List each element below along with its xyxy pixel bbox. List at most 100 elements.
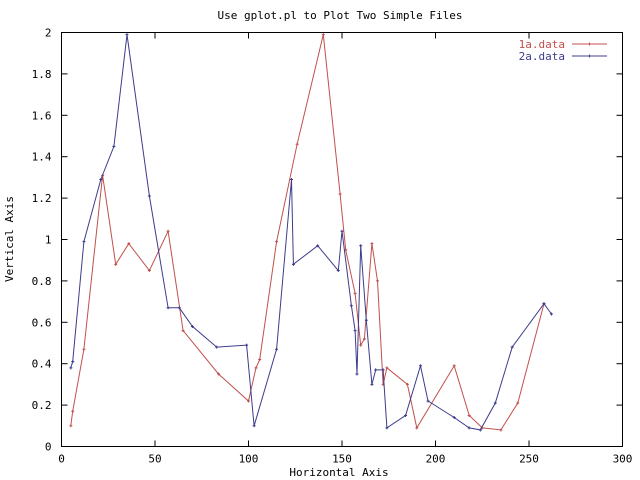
series-1 [69, 33, 546, 432]
data-point [166, 229, 170, 233]
y-tick-label: 0.4 [32, 358, 52, 371]
data-point [71, 360, 75, 364]
data-point [426, 399, 430, 403]
data-point [349, 304, 353, 308]
data-point [215, 345, 219, 349]
data-point [71, 409, 75, 413]
data-point [452, 364, 456, 368]
legend-label: 2a.data [519, 50, 565, 63]
data-point [362, 337, 366, 341]
data-point [245, 343, 249, 347]
data-point [364, 318, 368, 322]
data-point [359, 244, 363, 248]
y-tick-label: 2 [45, 27, 52, 40]
series-layer [69, 33, 553, 432]
data-point [405, 382, 409, 386]
data-point [385, 366, 389, 370]
series-line [70, 34, 552, 431]
data-point [295, 142, 299, 146]
data-point [404, 413, 408, 417]
y-axis: 0 0.2 0.4 0.6 0.8 1 1.2 1.4 1.6 1.8 2 [32, 27, 623, 454]
data-point [493, 401, 497, 405]
data-point [147, 194, 151, 198]
data-point [247, 399, 250, 403]
data-point [478, 428, 482, 432]
chart-title: Use gplot.pl to Plot Two Simple Files [217, 9, 462, 22]
data-point [112, 144, 116, 148]
data-point [114, 262, 118, 266]
legend-marker [588, 54, 591, 58]
data-point [321, 33, 325, 37]
data-point [275, 347, 279, 351]
data-point [254, 366, 258, 370]
data-point [467, 413, 471, 417]
y-tick-label: 0 [45, 441, 52, 454]
y-tick-label: 0.2 [32, 399, 52, 412]
x-axis-label: Horizontal Axis [289, 466, 388, 479]
x-tick-label: 100 [239, 453, 259, 466]
x-tick-label: 300 [613, 453, 633, 466]
data-point [355, 372, 359, 376]
legend-label: 1a.data [519, 38, 565, 51]
data-point [370, 382, 374, 386]
data-point [181, 329, 185, 333]
data-point [376, 279, 380, 283]
series-2 [69, 33, 553, 432]
y-tick-label: 1.4 [32, 151, 52, 164]
data-point [82, 240, 86, 244]
data-point [516, 401, 520, 405]
legend-marker [588, 42, 591, 46]
data-point [69, 366, 73, 370]
data-point [452, 416, 456, 420]
data-point [217, 372, 221, 376]
y-tick-label: 0.6 [32, 316, 52, 329]
data-point [359, 343, 363, 347]
data-point [467, 426, 471, 430]
y-tick-label: 1.6 [32, 109, 52, 122]
y-tick-label: 1.2 [32, 192, 52, 205]
data-point [166, 306, 170, 310]
data-point [190, 324, 194, 328]
data-point [290, 177, 294, 181]
series-line [70, 34, 545, 431]
plot-frame [61, 32, 623, 447]
data-point [374, 368, 378, 372]
data-point [549, 312, 553, 316]
data-point [385, 426, 389, 430]
x-tick-label: 50 [148, 453, 161, 466]
data-point [415, 426, 419, 430]
y-tick-label: 1.8 [32, 68, 52, 81]
data-point [370, 242, 374, 246]
y-axis-label: Vertical Axis [3, 196, 16, 282]
data-point [69, 424, 73, 428]
data-point [340, 229, 344, 233]
data-point [291, 262, 295, 266]
data-point [275, 240, 279, 244]
data-point [147, 269, 151, 273]
x-tick-label: 250 [519, 453, 539, 466]
y-tick-label: 0.8 [32, 275, 52, 288]
data-point [381, 368, 385, 372]
data-point [177, 306, 181, 310]
data-point [99, 177, 103, 181]
data-point [542, 302, 546, 306]
data-point [316, 244, 320, 248]
data-point [125, 33, 129, 37]
data-point [499, 428, 503, 432]
y-tick-label: 1 [45, 234, 52, 247]
x-tick-label: 200 [426, 453, 446, 466]
data-point [338, 192, 342, 196]
data-point [82, 347, 86, 351]
data-point [510, 345, 514, 349]
data-point [336, 269, 340, 273]
data-point [127, 242, 131, 246]
data-point [252, 424, 256, 428]
x-axis: 0 50 100 150 200 250 300 [58, 32, 633, 466]
data-point [353, 329, 357, 333]
x-tick-label: 0 [58, 453, 65, 466]
x-tick-label: 150 [332, 453, 352, 466]
data-point [353, 291, 357, 295]
data-point [419, 364, 423, 368]
